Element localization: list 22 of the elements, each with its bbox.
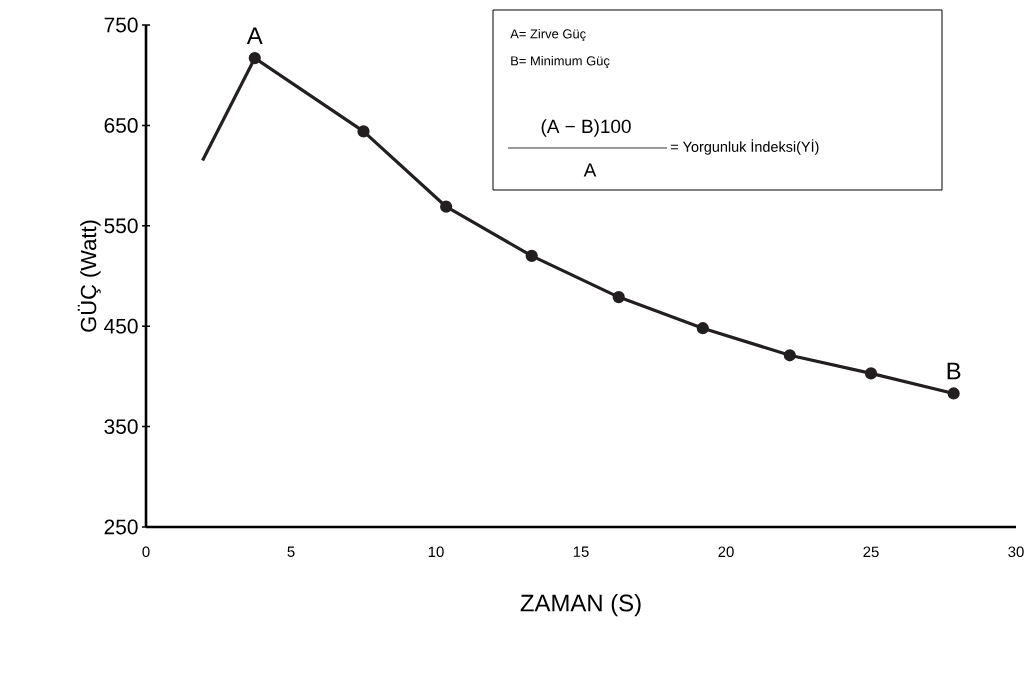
- annotation: B= Minimum Güç: [511, 55, 610, 69]
- annotation: B: [947, 362, 961, 380]
- x-tick-label: 20: [718, 546, 734, 558]
- x-tick-label: 30: [1008, 546, 1024, 558]
- x-axis-title: ZAMAN (S): [520, 593, 641, 617]
- annotation: A: [246, 27, 263, 44]
- y-tick-label: 350: [104, 419, 138, 434]
- x-tick-label: 0: [142, 546, 150, 558]
- x-tick-label: 25: [863, 546, 879, 558]
- y-axis-title: GÜÇ (Watt): [77, 220, 101, 332]
- y-tick-label: 250: [104, 519, 138, 535]
- y-tick-label: 550: [104, 218, 138, 234]
- annotation: A: [583, 163, 597, 177]
- y-tick-label: 750: [104, 17, 138, 33]
- annotation: A= Zirve Güç: [510, 28, 586, 42]
- x-tick-label: 5: [287, 546, 295, 557]
- x-tick-label: 15: [573, 546, 589, 557]
- x-tick-label: 10: [428, 546, 444, 558]
- y-tick-label: 450: [104, 318, 138, 334]
- y-tick-label: 650: [104, 117, 138, 133]
- annotation: (A − B)100: [541, 119, 631, 137]
- annotation: = Yorgunluk İndeksi(Yİ): [670, 139, 819, 155]
